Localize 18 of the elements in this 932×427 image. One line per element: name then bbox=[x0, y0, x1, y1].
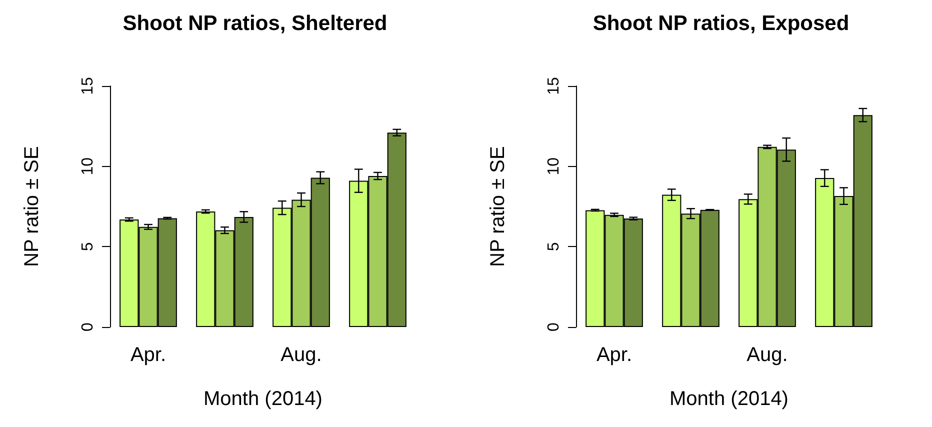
y-axis-title: NP ratio ± SE bbox=[21, 146, 43, 267]
y-axis-title: NP ratio ± SE bbox=[487, 146, 509, 267]
y-tick-label: 15 bbox=[546, 77, 562, 95]
chart-title: Shoot NP ratios, Sheltered bbox=[122, 12, 388, 35]
y-tick-label: 0 bbox=[80, 322, 96, 332]
chart-title: Shoot NP ratios, Exposed bbox=[592, 12, 850, 35]
x-tick-label: Aug. bbox=[746, 344, 788, 366]
x-tick-label: Apr. bbox=[596, 344, 632, 366]
y-tick-label: 15 bbox=[80, 77, 96, 95]
y-tick-label: 5 bbox=[546, 242, 562, 252]
y-tick-label: 10 bbox=[546, 157, 562, 176]
y-tick-label: 0 bbox=[546, 322, 562, 332]
x-axis-title: Month (2014) bbox=[670, 388, 788, 410]
x-tick-label: Apr. bbox=[130, 344, 166, 366]
x-axis-title: Month (2014) bbox=[204, 388, 322, 410]
y-tick-label: 10 bbox=[80, 157, 96, 176]
x-tick-label: Aug. bbox=[280, 344, 322, 366]
y-tick-label: 5 bbox=[80, 242, 96, 252]
